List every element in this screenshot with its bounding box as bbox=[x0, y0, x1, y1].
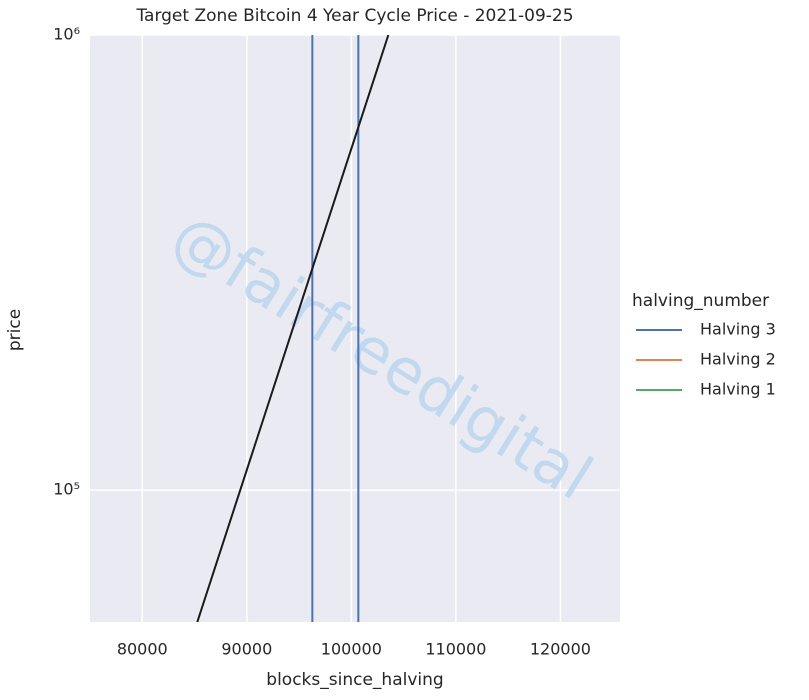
x-tick-label: 110000 bbox=[425, 640, 486, 659]
chart-title: Target Zone Bitcoin 4 Year Cycle Price -… bbox=[135, 6, 573, 26]
x-tick-label: 120000 bbox=[530, 640, 591, 659]
plot-lines bbox=[196, 35, 390, 622]
y-axis-label: price bbox=[5, 309, 25, 351]
trend-line bbox=[196, 35, 390, 622]
x-axis-label: blocks_since_halving bbox=[266, 670, 443, 690]
legend-label: Halving 3 bbox=[700, 320, 776, 339]
x-tick-label: 80000 bbox=[117, 640, 168, 659]
y-tick-label: 10⁵ bbox=[53, 480, 80, 499]
x-tick-label: 90000 bbox=[221, 640, 272, 659]
plot-area bbox=[90, 35, 620, 622]
legend-label: Halving 2 bbox=[700, 350, 776, 369]
x-tick-label: 100000 bbox=[321, 640, 382, 659]
y-tick-label: 10⁶ bbox=[53, 25, 80, 44]
legend-title: halving_number bbox=[632, 291, 769, 311]
legend-label: Halving 1 bbox=[700, 380, 776, 399]
